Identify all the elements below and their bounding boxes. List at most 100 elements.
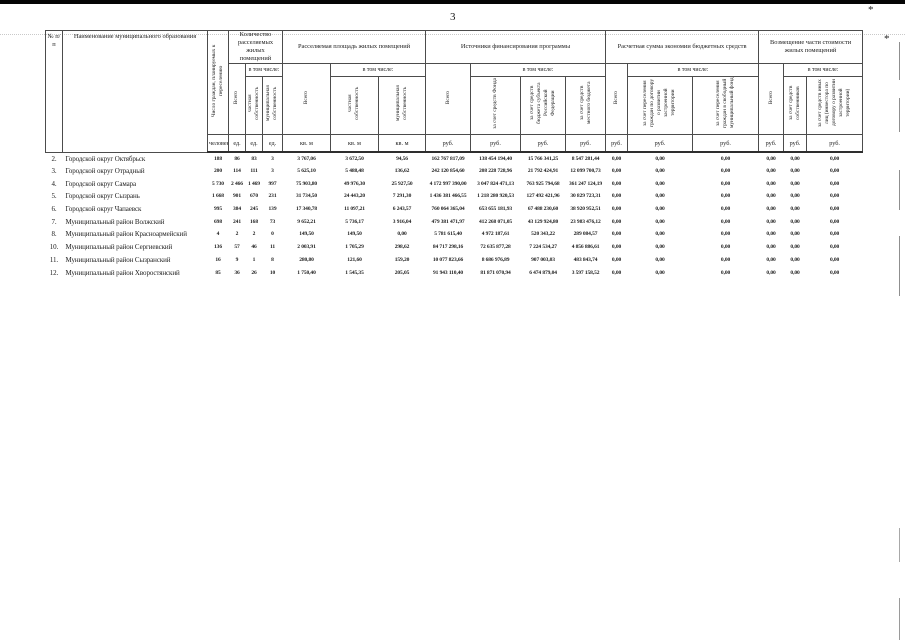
value-cell: 0,00 [655,244,665,251]
value-cell: 0,00 [655,256,665,263]
value-cell: 168 [250,218,258,225]
value-cell: 149,50 [299,231,314,238]
value-cell: 0,00 [611,218,622,225]
value-cell: 0,00 [655,168,665,175]
value-cell: 139 [268,206,277,213]
value-cell: 121,60 [347,256,362,263]
value-cell: 698 [214,218,222,225]
value-cell: 2 [252,231,256,238]
value-cell: 57 [234,244,240,251]
value-cell: 0,00 [790,218,800,225]
scan-edge-right [899,236,900,296]
value-cell: 0,00 [766,168,776,175]
col-header-other-persons-funds: за счет средств иных лиц (инвестора по д… [806,76,864,135]
municipality-name: Городской округ Отрадный [65,167,145,176]
value-cell: 0,00 [766,180,776,187]
value-cell: 24 443,20 [343,193,366,200]
value-cell: 0,00 [611,168,622,175]
value-cell: 0,00 [655,218,665,225]
value-cell: 241 [233,218,241,225]
unit-cell: ед. [262,134,283,153]
including-label: в том числе: [627,63,760,77]
value-cell: 3 [271,155,274,162]
municipality-name: Городской округ Самара [65,179,137,188]
value-cell: 3 597 158,52 [571,269,600,276]
value-cell: 0,00 [790,180,800,187]
row-number: 8. [51,230,57,239]
value-cell: 907 003,03 [531,256,555,263]
value-cell: 0,00 [790,244,800,251]
table-row: 12. Муниципальный район Хворостянский 85 36… [46,266,863,279]
value-cell: 30 829 723,31 [570,193,601,200]
value-cell: 11 [270,244,275,251]
unit-cell: ед. [245,134,263,153]
value-cell: 8 686 976,89 [481,256,510,263]
rotated-label: Всего [767,91,774,105]
units-row: человек ед. ед. ед. кв. м кв. м кв. м руб. руб. р… [46,134,864,153]
value-cell: 159,20 [394,256,410,263]
unit-cell: руб. [520,134,567,153]
value-cell: 4 856 886,61 [571,244,600,251]
rotated-label: за счет средств бюджета субъекта Российс… [529,82,557,124]
value-cell: 0,00 [720,269,731,276]
col-header-area-private: частная собственность [330,76,379,135]
value-cell: 0,00 [829,155,840,162]
rotated-label: за счет переселения граждан в свободный … [715,77,736,129]
value-cell: 0,00 [611,256,622,263]
value-cell: 205,05 [394,269,410,276]
unit-cell: руб. [565,134,607,153]
value-cell: 75 903,80 [295,180,318,187]
unit-cell: ед. [228,134,246,153]
value-cell: 136 [214,244,222,251]
value-cell: 0,00 [790,193,800,200]
value-cell: 7 291,30 [392,193,412,200]
value-cell: 670 [250,193,258,200]
table-header: № п/п Наименование муниципального образо… [45,30,864,153]
col-header-fund-budget: за счет средств Фонда [470,76,522,135]
table-row: 6. Городской округ Чапаевск 995 384 245 139 17… [46,203,863,216]
value-cell: 25 927,50 [391,180,413,187]
value-cell: 86 [234,155,240,162]
rotated-label: за счет средств Фонда [492,77,499,129]
value-cell: 49 976,30 [343,180,366,187]
value-cell: 0,00 [611,180,622,187]
value-cell: 763 925 794,68 [526,180,560,187]
value-cell: 0,00 [790,155,800,162]
value-cell: 0,00 [720,180,731,187]
rotated-label: за счет средств собственников [788,85,802,121]
scan-edge-right [899,98,900,132]
value-cell: 114 [233,168,241,175]
value-cell: 6 243,57 [392,206,412,213]
value-cell: 9 [235,256,239,263]
row-number: 12. [49,268,59,277]
value-cell: 760 064 365,04 [431,206,465,213]
unit-cell: кв. м [377,134,427,153]
resettlement-program-table: № п/п Наименование муниципального образо… [45,30,864,279]
value-cell: 520 343,22 [531,231,555,238]
value-cell: 0,00 [397,231,407,238]
row-number: 11. [49,255,59,264]
unit-cell: кв. м [330,134,379,153]
value-cell: 162 767 817,09 [431,155,465,162]
value-cell: 0,00 [829,244,840,251]
value-cell: 5 488,48 [345,168,364,175]
value-cell: 0,00 [720,218,731,225]
group-header-count: Количество расселяемых жилых помещений [228,30,283,64]
municipality-name: Муниципальный район Сызранский [65,255,171,264]
value-cell: 83 [251,155,257,162]
including-label: в том числе: [329,63,427,77]
value-cell: 298,62 [394,244,410,251]
rotated-label: Всего [613,91,620,105]
value-cell: 91 943 110,40 [433,269,464,276]
value-cell: 3 672,50 [345,155,364,162]
value-cell: 653 655 181,93 [479,206,513,213]
value-cell: 0,00 [720,231,731,238]
value-cell: 0,00 [829,193,840,200]
value-cell: 23 983 476,12 [570,218,601,225]
scan-edge-right [899,528,900,562]
value-cell: 0,00 [766,256,776,263]
value-cell: 11 097,21 [344,206,365,213]
value-cell: 3 767,06 [297,155,316,162]
value-cell: 0,00 [655,180,665,187]
unit-cell: руб. [470,134,522,153]
